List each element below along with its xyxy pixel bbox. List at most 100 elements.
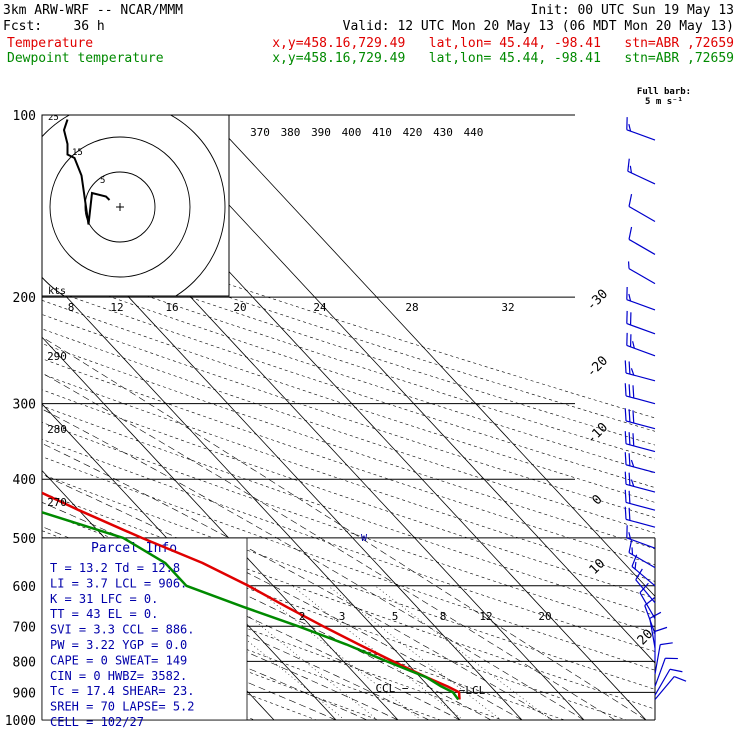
wind-barb-flag xyxy=(635,568,643,581)
wind-barb xyxy=(624,360,656,382)
wind-barb xyxy=(639,582,656,619)
wind-barb-shaft xyxy=(635,579,656,604)
isotherm-label: 0 xyxy=(589,492,605,508)
wind-barb-flag xyxy=(628,226,633,240)
parcel-info-row: TT = 43 EL = 0. xyxy=(50,607,158,621)
parcel-info-row: CIN = 0 HWBZ= 3582. xyxy=(50,669,187,683)
wind-barb xyxy=(624,383,656,405)
hodograph: 5 15 25 kts xyxy=(41,113,230,297)
parcel-info-row: SREH = 70 LAPSE= 5.2 xyxy=(50,700,195,714)
hodograph-speed-label: 28 xyxy=(405,301,418,314)
wind-barb-shaft xyxy=(626,344,656,357)
theta-label: 440 xyxy=(464,126,484,139)
wind-barb-flag xyxy=(624,383,627,396)
wind-barb xyxy=(624,489,656,511)
hodograph-speed-label: 32 xyxy=(501,301,514,314)
moist-adiabat-line xyxy=(42,502,492,720)
dry-adiabat-line xyxy=(42,328,655,534)
temperature-legend: Temperature xyxy=(7,36,94,51)
wind-barb-shaft xyxy=(625,420,656,430)
dewpoint-location: x,y=458.16,729.49 lat,lon= 45.44, -98.41… xyxy=(272,51,734,66)
dry-adiabat-line xyxy=(42,591,380,720)
hodograph-unit-label: kts xyxy=(48,286,66,297)
moist-adiabat-line xyxy=(42,474,523,720)
wind-barb-shaft xyxy=(628,552,656,569)
wind-barb-flag xyxy=(628,409,631,423)
dry-adiabat-line xyxy=(42,259,655,460)
sounding-traces xyxy=(42,491,461,701)
wind-barb-flag xyxy=(624,506,627,520)
wind-barb xyxy=(626,525,656,549)
barb-legend-line2: 5 m s⁻¹ xyxy=(645,97,683,107)
wind-barb-flag xyxy=(624,408,627,421)
pressure-tick-label: 300 xyxy=(13,398,36,413)
wind-barb-flag xyxy=(630,459,635,468)
wind-barb-flag xyxy=(624,360,627,374)
isotherm-label: 10 xyxy=(587,556,609,578)
wind-barb-shaft xyxy=(625,483,656,493)
wind-barb xyxy=(649,611,662,648)
theta-label: 380 xyxy=(281,126,301,139)
theta-label: 430 xyxy=(433,126,453,139)
hodograph-ring-label: 5 xyxy=(100,176,105,186)
parcel-info-row: PW = 3.22 YGP = 0.0 xyxy=(50,638,187,652)
isotherm-label: -10 xyxy=(584,420,611,447)
dry-adiabat-line xyxy=(42,474,655,690)
isotherm-line xyxy=(42,403,337,720)
wind-barb xyxy=(654,642,673,675)
hodograph-speed-label: 24 xyxy=(313,301,327,314)
wind-barb-shaft xyxy=(625,501,656,511)
wind-barb xyxy=(628,226,656,255)
mixing-ratio-line xyxy=(374,585,552,720)
theta-label: 400 xyxy=(342,126,362,139)
hodograph-speed-label: 8 xyxy=(68,301,75,314)
dry-adiabat-line xyxy=(42,511,628,720)
dry-adiabat-line xyxy=(42,358,655,566)
wind-barb-flag xyxy=(674,675,687,682)
pressure-tick-label: 400 xyxy=(13,473,36,488)
wind-barb-flag xyxy=(624,452,627,465)
wind-barb-shaft xyxy=(628,206,656,223)
isotherm-line xyxy=(207,115,655,597)
barb-legend-line1: Full barb: xyxy=(637,87,691,97)
parcel-info-row: LI = 3.7 LCL = 906. xyxy=(50,576,187,590)
wind-barb-flag xyxy=(627,158,630,172)
hodograph-inner: 5 15 25 xyxy=(42,113,226,296)
wind-barb-flag xyxy=(628,453,631,466)
isotherm-line xyxy=(0,115,38,733)
wind-barb xyxy=(635,568,656,604)
wind-barb xyxy=(631,554,656,587)
barb-legend: Full barb: 5 m s⁻¹ xyxy=(637,87,691,107)
wind-barb-flag xyxy=(630,368,635,376)
wind-barb-flag xyxy=(628,432,631,445)
wind-barb-shaft xyxy=(627,170,656,185)
wind-barb-shaft xyxy=(626,537,656,549)
wind-barb xyxy=(654,657,678,687)
mixing-ratio-line xyxy=(327,585,502,720)
hodograph-ring xyxy=(49,136,191,278)
pressure-tick-label: 900 xyxy=(13,686,36,701)
pressure-tick-label: 700 xyxy=(13,620,36,635)
isotherm-line xyxy=(145,115,655,664)
mixing-ratio-label: 8 xyxy=(440,610,447,623)
wind-barb-flag xyxy=(628,194,633,207)
hodograph-ring-label: 25 xyxy=(48,113,59,123)
wind-barb xyxy=(654,675,687,700)
parcel-info-row: Tc = 17.4 SHEAR= 23. xyxy=(50,684,195,698)
forecast-hour: Fcst: 36 h xyxy=(3,19,105,34)
wind-barb-shaft xyxy=(625,443,656,453)
wind-barb-shaft xyxy=(654,658,666,687)
wind-barb-shaft xyxy=(628,238,656,255)
theta-label: 390 xyxy=(311,126,331,139)
dry-adiabat-line xyxy=(42,233,655,432)
lcl-marker: −LCL xyxy=(459,684,486,697)
isotherm-line xyxy=(42,336,399,720)
wind-barb xyxy=(627,261,656,285)
theta-left-label: 280 xyxy=(47,423,67,436)
wind-barb-flag xyxy=(654,626,668,632)
wind-barb xyxy=(624,431,656,453)
wind-barb xyxy=(626,287,656,311)
moist-adiabat-line xyxy=(42,336,647,720)
dry-adiabat-line xyxy=(42,456,655,671)
